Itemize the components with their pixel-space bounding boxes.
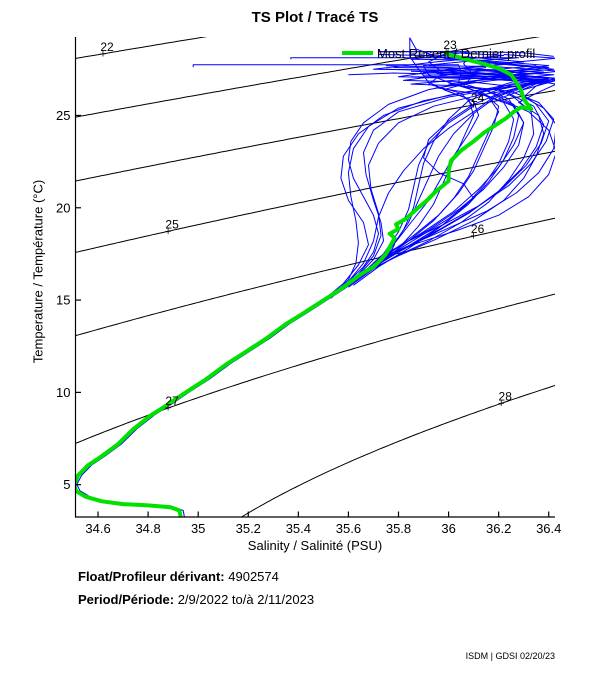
blue-profile-line bbox=[330, 72, 555, 299]
x-axis-label: Salinity / Salinité (PSU) bbox=[247, 538, 383, 553]
plot-data-layer bbox=[75, 37, 555, 517]
isopycnal-contour-23 bbox=[75, 37, 541, 118]
x-tick-label: 35.2 bbox=[236, 521, 261, 536]
float-label: Float/Profileur dérivant: bbox=[78, 569, 225, 584]
plot-title: TS Plot / Tracé TS bbox=[251, 9, 379, 26]
footer-text: ISDM | GDSI 02/20/23 bbox=[465, 651, 555, 661]
x-tick-label: 34.8 bbox=[135, 521, 160, 536]
x-tick-label: 36.4 bbox=[536, 521, 561, 536]
x-tick-label: 35.4 bbox=[286, 521, 311, 536]
isopycnal-label: 23 bbox=[443, 38, 457, 52]
float-info-line: Float/Profileur dérivant: 4902574 bbox=[78, 569, 279, 584]
isopycnal-label: 22 bbox=[100, 40, 114, 54]
x-tick-label: 36.2 bbox=[486, 521, 511, 536]
isopycnal-label: 26 bbox=[471, 222, 485, 236]
blue-profile-line bbox=[383, 75, 555, 257]
isopycnal-label: 27 bbox=[165, 394, 179, 408]
contour-plus-marker: + bbox=[470, 231, 476, 243]
blue-profile-line bbox=[358, 65, 555, 279]
isopycnal-label: 28 bbox=[499, 389, 513, 403]
blue-profile-line bbox=[373, 54, 555, 266]
x-tick-label: 34.6 bbox=[85, 521, 110, 536]
isopycnal-label: 24 bbox=[471, 91, 485, 105]
x-tick-label: 36 bbox=[441, 521, 455, 536]
period-label: Period/Période: bbox=[78, 592, 175, 607]
blue-profile-line bbox=[333, 76, 545, 295]
x-tick-label: 35.8 bbox=[386, 521, 411, 536]
period-info-line: Period/Période: 2/9/2022 to/à 2/11/2023 bbox=[78, 592, 314, 607]
isopycnal-contour-22 bbox=[75, 37, 208, 59]
contour-plus-marker: + bbox=[443, 47, 449, 59]
blue-profile-line bbox=[335, 57, 550, 294]
x-tick-label: 35 bbox=[191, 521, 205, 536]
blue-profile-line bbox=[368, 52, 550, 270]
y-tick-label: 25 bbox=[56, 108, 70, 123]
contour-plus-marker: + bbox=[470, 100, 476, 112]
contour-plus-marker: + bbox=[165, 226, 171, 238]
y-tick-label: 10 bbox=[56, 385, 70, 400]
blue-profile-line bbox=[290, 57, 520, 271]
contour-plus-marker: + bbox=[100, 48, 106, 60]
legend-label: Most Recent / Dernier profil bbox=[377, 46, 536, 61]
contour-plus-marker: + bbox=[498, 398, 504, 410]
float-value: 4902574 bbox=[228, 569, 279, 584]
isopycnal-label: 25 bbox=[165, 217, 179, 231]
y-tick-label: 15 bbox=[56, 293, 70, 308]
axis-spines bbox=[74, 37, 555, 518]
isopycnal-contour-28 bbox=[240, 385, 555, 517]
y-tick-label: 20 bbox=[56, 200, 70, 215]
y-axis-label: Temperature / Température (°C) bbox=[30, 179, 46, 364]
blue-profile-line bbox=[378, 67, 555, 259]
blue-profile-line bbox=[192, 64, 525, 268]
period-value: 2/9/2022 to/à 2/11/2023 bbox=[177, 592, 315, 607]
blue-profile-line bbox=[360, 51, 500, 277]
isopycnal-contour-26 bbox=[75, 217, 555, 337]
blue-profile-line bbox=[323, 67, 555, 301]
x-tick-label: 35.6 bbox=[336, 521, 361, 536]
most-recent-profile-line bbox=[75, 51, 534, 517]
contour-plus-marker: + bbox=[165, 403, 171, 415]
y-tick-label: 5 bbox=[63, 477, 70, 492]
isopycnal-labels: +22 +23+24+25+26+27 +28 bbox=[100, 38, 512, 414]
blue-profile-line bbox=[348, 72, 535, 275]
